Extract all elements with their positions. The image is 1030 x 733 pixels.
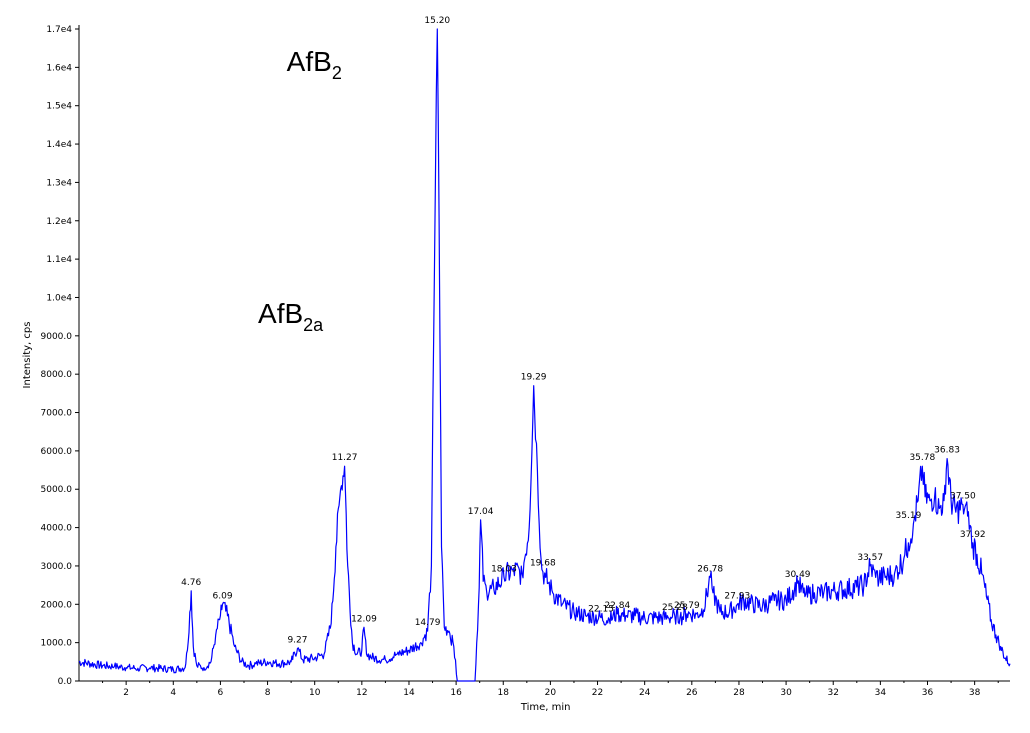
x-tick-label: 12	[356, 688, 367, 698]
y-axis-label: Intensity, cps	[22, 322, 33, 389]
y-tick-label: 4000.0	[41, 524, 73, 534]
axes	[78, 25, 1010, 682]
peak-label: 4.76	[181, 578, 201, 588]
x-tick-label: 18	[498, 688, 510, 698]
x-tick-label: 38	[969, 688, 981, 698]
trace	[78, 28, 1011, 682]
x-tick-label: 24	[639, 688, 651, 698]
y-tick-label: 3000.0	[41, 562, 73, 572]
chromatogram-trace	[78, 28, 1011, 682]
annotation-base: AfB	[258, 298, 303, 329]
annotation-subscript: 2	[332, 63, 342, 83]
peak-label: 22.15	[588, 605, 614, 615]
y-tick-label: 7000.0	[41, 409, 73, 419]
peak-label: 19.68	[530, 559, 556, 569]
compound-annotation: AfB2	[287, 46, 342, 83]
peak-label: 35.78	[909, 453, 935, 463]
peak-label: 36.83	[934, 446, 960, 456]
x-axis-label: Time, min	[520, 702, 571, 713]
x-tick-label: 8	[265, 688, 271, 698]
peak-label: 19.29	[521, 373, 547, 383]
peak-label: 17.04	[468, 507, 494, 517]
y-tick-label: 5000.0	[41, 485, 73, 495]
y-tick-label: 8000.0	[41, 370, 73, 380]
peak-label: 26.78	[697, 564, 723, 574]
x-tick-label: 14	[403, 688, 415, 698]
y-tick-label: 1.0e4	[46, 293, 72, 303]
x-tick-label: 4	[170, 688, 176, 698]
peak-labels: 4.76 6.09 9.27 11.27 12.09 14.79 15.20 17.04 18.…	[181, 16, 985, 645]
x-tick-label: 10	[309, 688, 321, 698]
x-tick-label: 36	[922, 688, 934, 698]
y-tick-label: 2000.0	[41, 600, 73, 610]
peak-label: 35.19	[896, 511, 922, 521]
peak-label: 11.27	[332, 453, 358, 463]
peak-label: 15.20	[424, 16, 450, 26]
x-tick-label: 16	[450, 688, 462, 698]
x-tick-label: 30	[780, 688, 792, 698]
x-tick-label: 28	[733, 688, 745, 698]
peak-label: 30.49	[785, 570, 811, 580]
annotation-subscript: 2a	[303, 315, 324, 335]
annotation-base: AfB	[287, 46, 332, 77]
peak-label: 25.79	[674, 601, 700, 611]
x-tick-label: 20	[545, 688, 557, 698]
y-tick-label: 1.5e4	[46, 102, 72, 112]
peak-label: 37.50	[950, 492, 976, 502]
peak-label: 18.03	[491, 564, 517, 574]
peak-label: 9.27	[287, 635, 307, 645]
y-tick-label: 1.7e4	[46, 25, 72, 35]
peak-label: 12.09	[351, 614, 377, 624]
x-tick-label: 22	[592, 688, 603, 698]
x-tick-label: 26	[686, 688, 698, 698]
y-tick-label: 1000.0	[41, 639, 73, 649]
x-tick-label: 6	[218, 688, 224, 698]
compound-annotation: AfB2a	[258, 298, 324, 335]
peak-label: 6.09	[213, 591, 233, 601]
peak-label: 14.79	[415, 618, 441, 628]
y-tick-label: 1.3e4	[46, 178, 72, 188]
x-tick-label: 2	[123, 688, 129, 698]
x-tick-label: 34	[875, 688, 887, 698]
peak-label: 33.57	[857, 553, 883, 563]
y-tick-label: 0.0	[58, 677, 73, 687]
x-tick-label: 32	[828, 688, 839, 698]
axis-ticks: 0.0 1000.0 2000.0 3000.0 4000.0 5000.0 6000.0 7…	[41, 25, 999, 698]
y-tick-label: 1.4e4	[46, 140, 72, 150]
y-tick-label: 1.1e4	[46, 255, 72, 265]
peak-label: 37.92	[960, 530, 986, 540]
y-tick-label: 1.2e4	[46, 217, 72, 227]
y-tick-label: 6000.0	[41, 447, 73, 457]
peak-label: 27.93	[724, 591, 750, 601]
peak-label: 25.28	[662, 603, 688, 613]
y-tick-label: 1.6e4	[46, 63, 72, 73]
peak-label: 22.84	[604, 601, 630, 611]
y-tick-label: 9000.0	[41, 332, 73, 342]
